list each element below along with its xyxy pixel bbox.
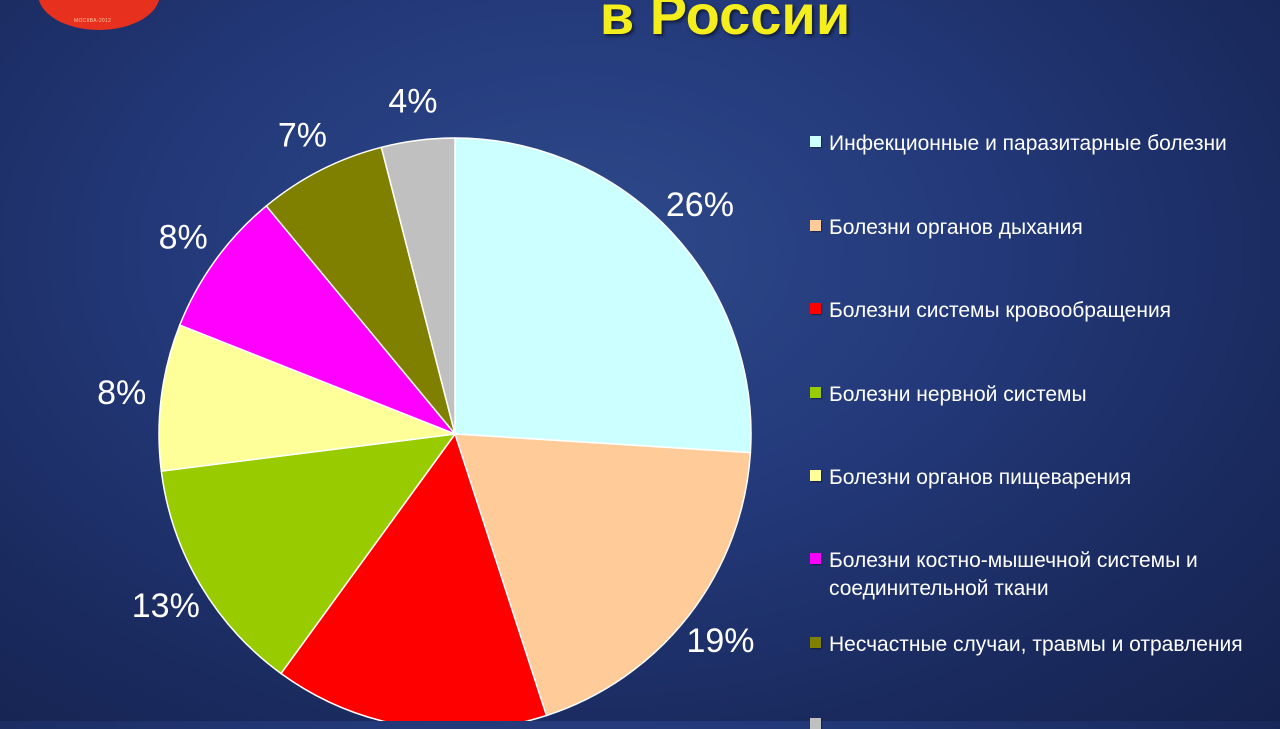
pie-slice-7 (265, 146, 456, 435)
pie-slice-4 (160, 433, 457, 675)
pie-slice-8 (380, 137, 456, 435)
legend-label: Несчастные случаи, травмы и отравления (829, 633, 1243, 656)
pie-slice-2 (453, 433, 752, 717)
slice-label-4: 13% (132, 587, 200, 625)
legend-swatch (810, 470, 821, 481)
legend-swatch (810, 553, 821, 564)
legend-swatch (810, 718, 821, 729)
chart-legend: Инфекционные и паразитарные болезни Болез… (810, 0, 1280, 729)
slice-label-7: 7% (278, 117, 327, 155)
legend-label: Болезни нервной системы (829, 383, 1087, 406)
slice-label-1: 26% (666, 186, 734, 224)
slice-label-5: 8% (97, 374, 146, 412)
pie-slice-3 (279, 432, 548, 721)
legend-label: Болезни костно-мышечной системы и соедин… (829, 549, 1198, 600)
pie-chart: 26% 19% 13% 8% 8% 7% 4% (97, 83, 754, 721)
legend-label: Инфекционные и паразитарные болезни (829, 132, 1227, 155)
legend-label: Болезни органов пищеварения (829, 466, 1132, 489)
pie-slice-6 (178, 204, 456, 435)
pie-slice-1 (454, 137, 752, 454)
pie-slice-5 (158, 324, 456, 472)
slice-label-8: 4% (388, 83, 437, 121)
legend-swatch (810, 220, 821, 231)
logo-text: МОСКВА-2012 (74, 18, 112, 24)
legend-swatch (810, 637, 821, 648)
legend-swatch (810, 303, 821, 314)
slice-label-6: 8% (159, 219, 208, 257)
legend-swatch (810, 387, 821, 398)
legend-swatch (810, 136, 821, 147)
slice-label-2: 19% (686, 622, 754, 660)
legend-label: Болезни органов дыхания (829, 216, 1083, 239)
legend-label: Болезни системы кровообращения (829, 299, 1172, 322)
slide-title: в России (599, 0, 851, 46)
